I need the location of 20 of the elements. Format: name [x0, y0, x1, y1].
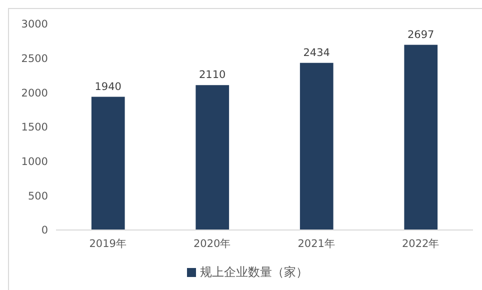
- y-tick-label: 500: [28, 190, 48, 202]
- bar: [300, 62, 334, 230]
- y-tick-label: 2000: [21, 87, 48, 100]
- data-label: 1940: [94, 80, 122, 93]
- x-tick-label: 2020年: [194, 238, 232, 250]
- y-tick-label: 2500: [21, 53, 48, 66]
- y-tick-label: 1000: [21, 156, 48, 168]
- data-label: 2697: [408, 28, 434, 41]
- bar: [196, 85, 230, 230]
- bar: [404, 44, 438, 230]
- x-tick-label: 2021年: [298, 238, 336, 250]
- data-label: 2110: [199, 69, 226, 82]
- y-tick-label: 3000: [21, 18, 48, 31]
- data-label: 2434: [303, 46, 330, 59]
- legend-label: 规上企业数量（家）: [200, 265, 308, 279]
- y-tick-label: 1500: [21, 122, 48, 134]
- bar: [91, 96, 125, 230]
- x-tick-label: 2022年: [402, 238, 440, 250]
- x-tick-label: 2019年: [89, 238, 127, 250]
- y-tick-label: 0: [41, 224, 48, 237]
